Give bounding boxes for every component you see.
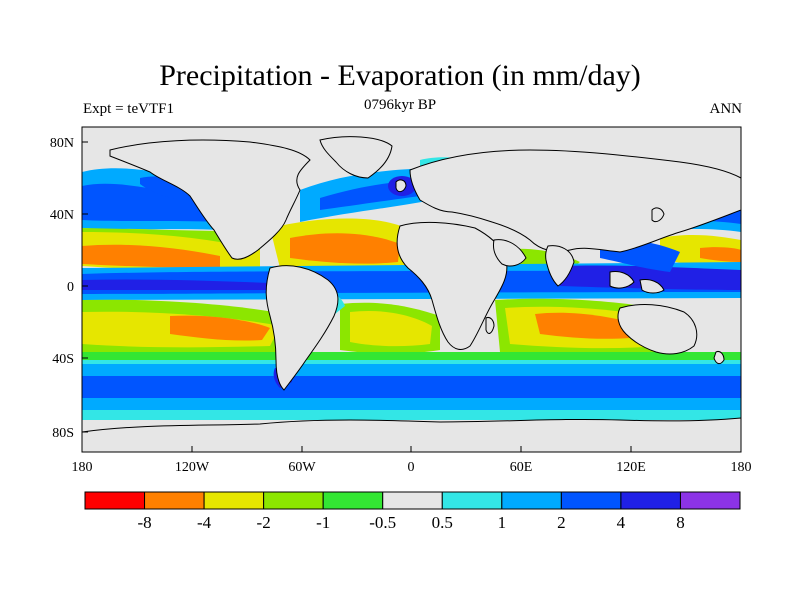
colorbar-label: 1 [498,513,507,532]
arabia [493,239,527,267]
lon-tick-label: 120E [616,460,646,475]
colorbar-swatch [382,491,443,510]
madagascar [485,317,495,334]
south-america [265,265,339,391]
new-guinea [639,279,665,294]
colorbar-swatch [203,491,265,510]
continent-outlines [82,136,741,452]
map-title: Precipitation - Evaporation (in mm/day) [159,59,641,92]
colorbar-label: -0.5 [369,513,396,532]
season-label: ANN [709,101,743,117]
colorbar-label: 2 [557,513,566,532]
colorbar-swatch [84,491,146,510]
colorbar-swatch [560,491,622,510]
colorbar-swatch [144,491,205,510]
new-zealand [713,351,725,365]
australia [617,304,698,355]
latitude-axis: 80N 40N 0 40S 80S [50,136,88,441]
lat-tick-label: 80N [50,136,74,151]
colorbar-swatch [679,491,741,510]
lat-tick-label: 80S [52,426,74,441]
colorbar-label: 0.5 [432,513,453,532]
colorbar-swatch [263,491,324,510]
colorbar-swatch [620,491,681,510]
eurasia [409,149,741,253]
japan [651,207,665,223]
colorbar-label: -1 [316,513,330,532]
colorbar-label: -4 [197,513,212,532]
colorbar: -8 -4 -2 -1 -0.5 0.5 1 2 4 8 [84,491,741,532]
antarctica [82,417,741,452]
british-isles [395,179,407,193]
lon-tick-label: 120W [175,460,210,475]
lon-tick-label: 0 [408,460,415,475]
map-plot-area [81,126,742,453]
maritime-continent [609,271,635,289]
colorbar-label: -2 [257,513,271,532]
longitude-axis: 180 120W 60W 0 60E 120E 180 [72,446,752,475]
lat-tick-label: 40N [50,208,74,223]
lon-tick-label: 180 [731,460,752,475]
colorbar-label: -8 [137,513,151,532]
lat-tick-label: 0 [67,280,74,295]
period-label: 0796kyr BP [363,97,437,113]
colorbar-swatch [441,491,503,510]
north-america [109,139,311,260]
greenland [319,136,393,179]
africa [396,221,508,350]
colorbar-swatch [322,491,384,510]
lon-tick-label: 60W [288,460,316,475]
lon-tick-label: 180 [72,460,93,475]
colorbar-label: 8 [676,513,685,532]
lat-tick-label: 40S [52,352,74,367]
india [545,245,575,287]
experiment-label: Expt = teVTF1 [83,101,174,117]
colorbar-label: 4 [617,513,626,532]
colorbar-swatch [501,491,562,510]
lon-tick-label: 60E [510,460,533,475]
